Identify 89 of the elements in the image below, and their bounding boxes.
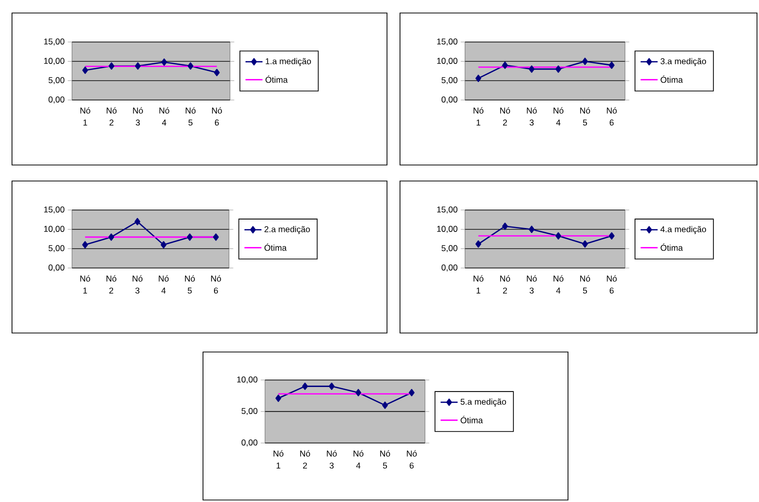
y-tick-label: 10,00 <box>437 58 458 65</box>
legend-label: Ótima <box>660 75 683 83</box>
y-tick-label: 10,00 <box>44 226 64 233</box>
legend-label: Ótima <box>460 416 483 424</box>
point <box>382 402 388 409</box>
x-tick-label: Nó 4 <box>159 107 170 126</box>
point <box>475 74 482 82</box>
x-tick-label: Nó 4 <box>158 275 169 294</box>
point <box>188 62 194 70</box>
legend-label: 4.a medição <box>660 226 706 234</box>
x-tick-label: Nó 4 <box>554 275 564 294</box>
x-tick-label: Nó 1 <box>474 275 484 294</box>
legend-label: Ótima <box>266 75 288 83</box>
y-tick-label: 10,00 <box>44 58 64 65</box>
point <box>213 233 219 241</box>
x-tick-label: Nó 4 <box>354 450 364 468</box>
x-tick-label: Nó 6 <box>406 450 417 469</box>
x-tick-label: Nó 2 <box>500 107 510 126</box>
point <box>82 66 88 74</box>
point <box>608 232 615 240</box>
x-tick-label: Nó 3 <box>526 275 537 294</box>
point <box>502 222 508 230</box>
x-tick-label: Nó 5 <box>580 107 590 126</box>
x-tick-label: Nó 3 <box>526 107 537 126</box>
x-tick-label: Nó 2 <box>106 107 117 126</box>
point <box>134 62 141 70</box>
point <box>582 58 588 65</box>
y-tick-label: 10,00 <box>437 226 458 233</box>
legend-label: 3.a medição <box>660 58 706 66</box>
x-tick-label: Nó 2 <box>106 275 116 294</box>
x-tick-label: Nó 3 <box>133 107 143 126</box>
x-tick-label: Nó 2 <box>300 450 310 468</box>
y-tick-label: 15,00 <box>437 206 458 214</box>
x-tick-label: Nó 6 <box>606 275 617 294</box>
point <box>475 240 482 248</box>
point <box>275 394 282 402</box>
point <box>608 62 615 69</box>
x-tick-label: Nó 5 <box>185 275 195 294</box>
legend-label: 2.a medição <box>264 226 310 234</box>
y-tick-label: 0,00 <box>442 264 458 272</box>
y-tick-label: 5,00 <box>442 245 458 252</box>
point <box>186 233 193 241</box>
y-tick-label: 15,00 <box>437 38 458 46</box>
point <box>160 241 166 248</box>
point <box>355 388 362 396</box>
y-tick-label: 0,00 <box>48 96 64 104</box>
point <box>408 388 415 396</box>
legend-label: 5.a medição <box>460 398 506 406</box>
y-tick-label: 0,00 <box>48 264 64 272</box>
y-tick-label: 0,00 <box>442 96 458 104</box>
legend-label: 1.a medição <box>266 58 311 66</box>
x-tick-label: Nó 6 <box>211 275 221 294</box>
y-tick-label: 15,00 <box>44 206 64 214</box>
y-tick-label: 5,00 <box>48 77 64 84</box>
legend-label: Ótima <box>660 243 683 251</box>
x-tick-label: Nó 1 <box>274 450 284 468</box>
y-tick-label: 5,00 <box>242 408 258 415</box>
x-tick-label: Nó 5 <box>580 275 590 294</box>
point <box>555 65 562 73</box>
x-tick-label: Nó 1 <box>80 275 90 294</box>
point <box>134 218 140 226</box>
point <box>82 241 88 248</box>
x-tick-label: Nó 4 <box>554 107 564 126</box>
y-tick-label: 5,00 <box>48 245 64 252</box>
point <box>108 62 114 70</box>
x-tick-label: Nó 3 <box>326 450 337 469</box>
y-tick-label: 0,00 <box>242 440 258 446</box>
point <box>302 382 308 390</box>
point <box>528 65 535 73</box>
point <box>502 62 508 69</box>
point <box>582 240 588 248</box>
y-tick-label: 10,00 <box>237 376 258 384</box>
point <box>214 68 220 76</box>
x-tick-label: Nó 1 <box>80 107 90 126</box>
point <box>161 58 168 66</box>
x-tick-label: Nó 5 <box>186 107 196 126</box>
x-tick-label: Nó 2 <box>500 275 510 294</box>
x-tick-label: Nó 3 <box>132 275 142 294</box>
x-tick-label: Nó 1 <box>474 107 484 126</box>
x-tick-label: Nó 6 <box>606 107 617 126</box>
point <box>528 226 535 233</box>
point <box>108 233 114 241</box>
legend-label: Ótima <box>264 243 287 251</box>
x-tick-label: Nó 5 <box>380 450 390 469</box>
x-tick-label: Nó 6 <box>212 107 222 126</box>
point <box>555 232 562 240</box>
point <box>328 382 335 390</box>
y-tick-label: 5,00 <box>442 77 458 84</box>
y-tick-label: 15,00 <box>44 38 64 46</box>
